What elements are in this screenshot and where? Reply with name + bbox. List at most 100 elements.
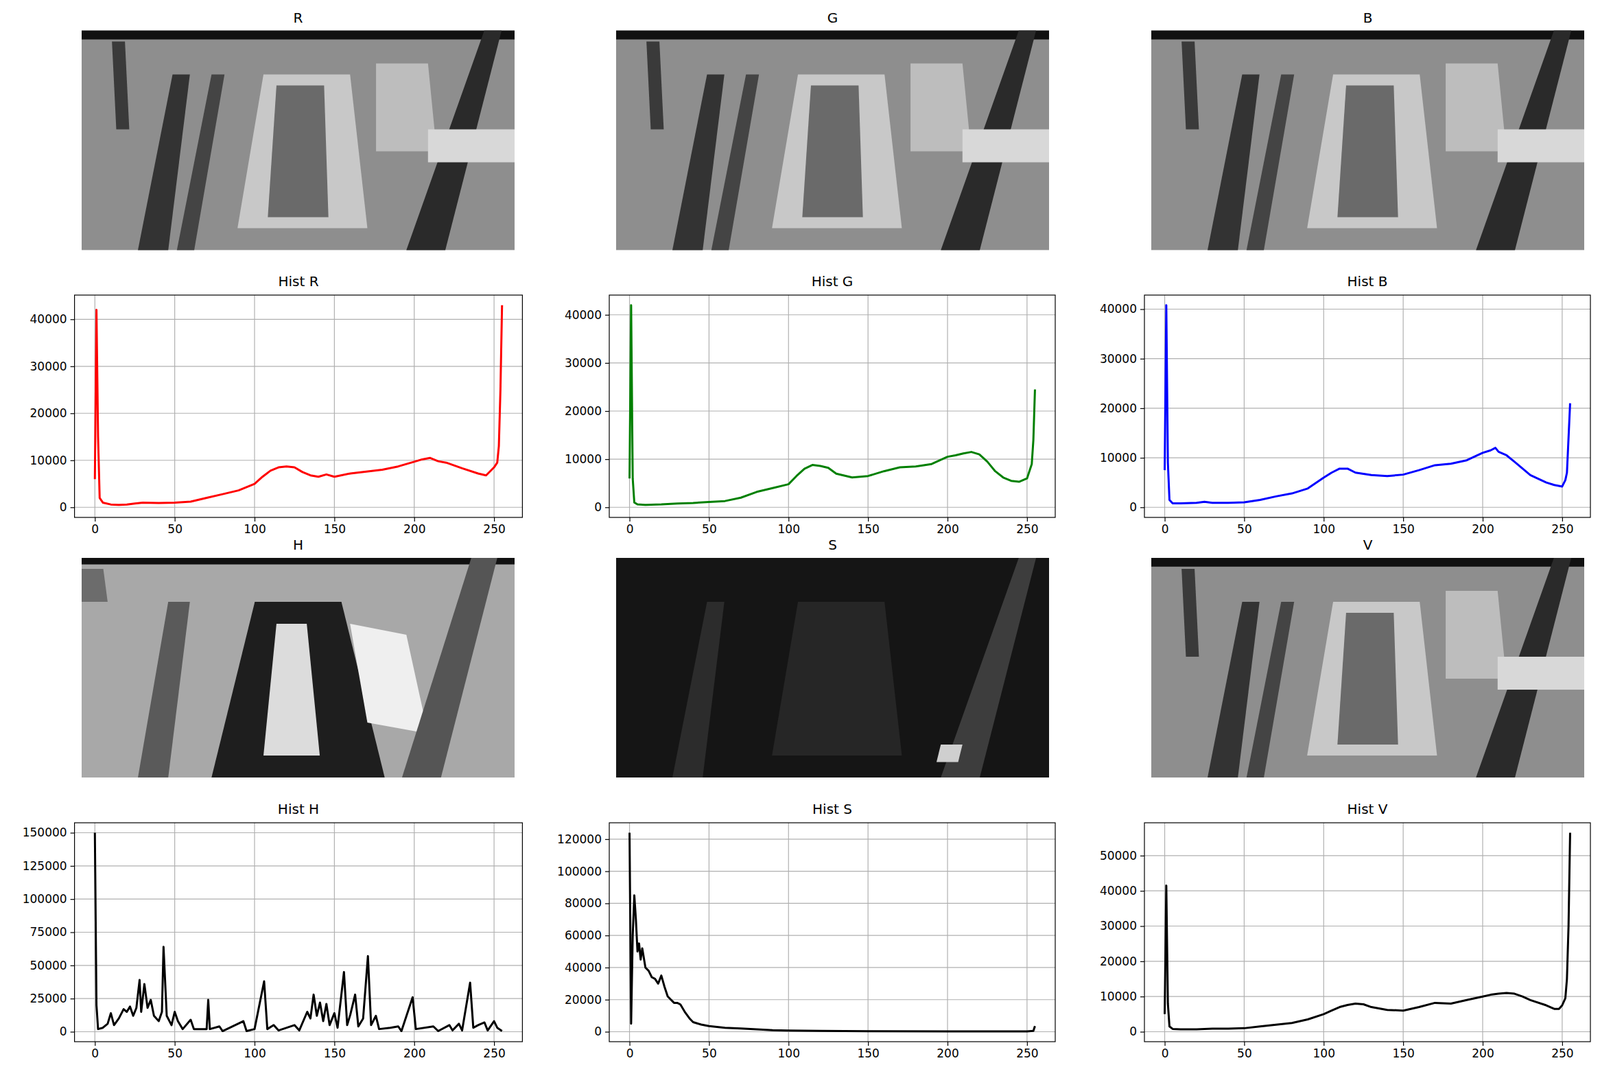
tick-mark <box>70 366 75 368</box>
tick-mark <box>1562 517 1563 522</box>
tick: 40000 <box>30 312 75 326</box>
tick: 40000 <box>1099 301 1145 316</box>
tick-label: 100 <box>778 1046 800 1061</box>
y-axis: 010000200003000040000 <box>30 295 76 519</box>
x-axis: 050100150200250 <box>609 1041 1056 1061</box>
tick-label: 75000 <box>30 924 68 939</box>
tick-label: 40000 <box>1099 883 1137 898</box>
grid-line <box>946 822 948 1042</box>
tick-mark <box>334 517 335 522</box>
tick: 20000 <box>564 992 610 1007</box>
tick: 50 <box>1237 1041 1253 1061</box>
tick: 100 <box>243 517 266 536</box>
grid-line <box>867 822 869 1042</box>
grid-line <box>609 966 1056 968</box>
tick: 50 <box>1237 517 1253 536</box>
grid <box>74 822 523 1042</box>
y-axis: 010000200003000040000 <box>564 295 610 519</box>
histogram-panel: 050100150200250010000200003000040000 <box>1099 295 1592 536</box>
grid-line <box>609 935 1056 936</box>
tick-mark <box>1164 517 1166 522</box>
tick: 0 <box>91 517 99 536</box>
tick-label: 80000 <box>564 896 602 910</box>
tick-mark <box>70 965 75 967</box>
tick: 0 <box>1129 500 1145 514</box>
plot-frame <box>609 822 1056 1042</box>
grid-line <box>1144 925 1591 927</box>
image-shape <box>646 41 664 130</box>
tick: 40000 <box>564 960 610 975</box>
tick-mark <box>1140 996 1145 997</box>
grid-line <box>788 822 790 1042</box>
plot-frame <box>609 295 1056 518</box>
tick-mark <box>1164 1041 1166 1046</box>
image-shape <box>375 63 437 152</box>
image-title: H <box>292 536 304 554</box>
tick-label: 150 <box>856 522 879 536</box>
tick-label: 50 <box>1237 522 1253 536</box>
image-shape <box>616 30 1050 40</box>
tick-mark <box>174 1041 176 1046</box>
tick-mark <box>70 998 75 999</box>
tick-label: 100 <box>243 522 266 536</box>
tick-label: 150 <box>323 1046 346 1061</box>
grid-line <box>1144 456 1591 458</box>
tick-mark <box>1403 517 1404 522</box>
grid-line <box>609 838 1056 840</box>
image-shape <box>263 623 320 756</box>
grid-line <box>1026 295 1028 518</box>
image-shape <box>1445 590 1507 679</box>
tick-label: 25000 <box>30 991 68 1006</box>
axis-line <box>74 518 523 523</box>
grid-line <box>1323 295 1325 518</box>
tick: 250 <box>1551 1041 1574 1061</box>
plot-area <box>629 305 1036 505</box>
image-shape <box>81 568 108 602</box>
image-shape <box>237 74 368 229</box>
tick: 150 <box>323 517 346 536</box>
image-background <box>81 557 515 778</box>
tick-mark <box>1140 507 1145 508</box>
histogram-panel: 050100150200250010000200003000040000 <box>564 295 1056 536</box>
tick-label: 30000 <box>1099 351 1137 366</box>
tick-mark <box>493 517 495 522</box>
image-panel <box>1151 30 1585 251</box>
tick-mark <box>708 517 710 522</box>
grid-line <box>74 865 523 866</box>
tick-mark <box>1482 1041 1484 1046</box>
grid-line <box>74 832 523 833</box>
image-shape <box>1181 568 1199 657</box>
y-axis: 010000200003000040000 <box>1099 295 1146 519</box>
plot-area <box>1165 305 1571 504</box>
grid-line <box>609 870 1056 872</box>
image-shape <box>936 744 963 763</box>
grid-line <box>609 507 1056 508</box>
image-shape <box>672 601 725 778</box>
grid-line <box>1144 407 1591 409</box>
tick-label: 0 <box>59 1024 68 1039</box>
grid-line <box>1144 854 1591 856</box>
image-background <box>616 30 1050 251</box>
tick: 10000 <box>564 452 610 466</box>
tick-label: 50 <box>167 522 183 536</box>
histogram-line <box>1165 832 1571 1030</box>
tick: 0 <box>1161 1041 1170 1061</box>
tick-label: 250 <box>483 522 505 536</box>
x-axis: 050100150200250 <box>1145 1041 1592 1061</box>
tick-label: 150 <box>323 522 346 536</box>
tick-mark <box>605 871 610 873</box>
chart-title: Hist V <box>1347 800 1388 818</box>
grid-line <box>1144 960 1591 962</box>
axis-line <box>1145 518 1592 523</box>
tick: 40000 <box>564 308 610 322</box>
image-shape <box>267 85 328 218</box>
tick: 60000 <box>564 928 610 943</box>
image-title: B <box>1363 9 1373 27</box>
figure: RGBHSV0501001502002500100002000030000400… <box>0 0 1600 1076</box>
image-shape <box>962 129 1050 163</box>
tick: 100000 <box>22 891 75 906</box>
histogram-line <box>94 305 502 505</box>
tick-label: 60000 <box>564 928 602 943</box>
grid-line <box>1243 295 1245 518</box>
image-shape <box>1151 557 1585 567</box>
